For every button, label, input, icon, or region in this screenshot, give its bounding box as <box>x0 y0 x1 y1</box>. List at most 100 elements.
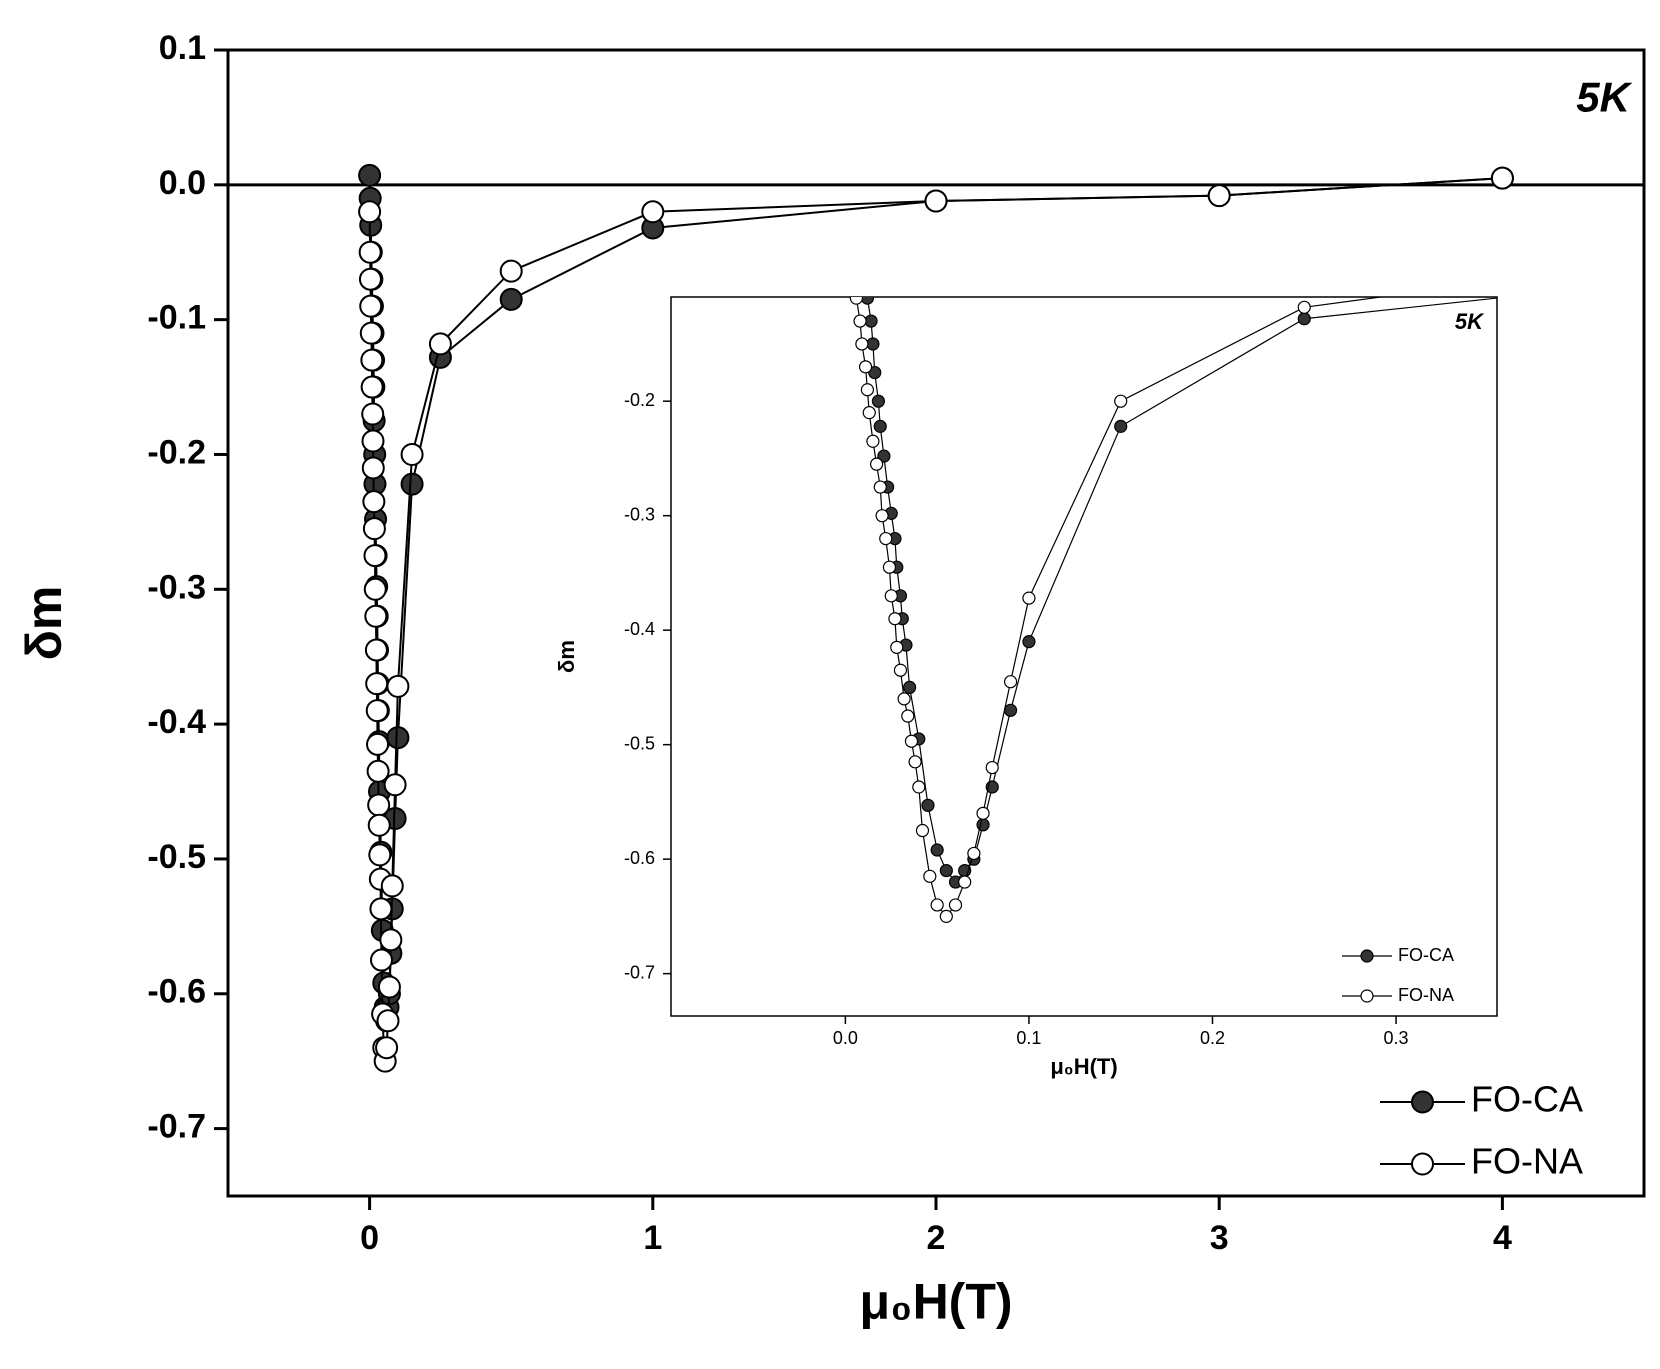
y-tick-label: -0.7 <box>624 962 655 982</box>
data-point <box>924 189 948 213</box>
data-point <box>860 383 875 397</box>
data-point <box>376 1009 400 1033</box>
data-point <box>1022 591 1036 605</box>
legend-label: FO-NA <box>1471 1141 1583 1182</box>
data-point <box>361 456 385 480</box>
data-point <box>366 732 390 756</box>
data-point <box>976 806 990 820</box>
data-point <box>915 823 930 838</box>
data-point <box>939 863 953 878</box>
annotation: 5K <box>1576 73 1632 120</box>
legend-marker <box>1360 989 1374 1003</box>
y-tick-label: -0.6 <box>147 973 206 1011</box>
data-point <box>904 734 919 748</box>
y-tick-label: -0.2 <box>624 390 655 410</box>
data-point <box>882 560 897 574</box>
legend-marker <box>1411 1090 1434 1114</box>
data-point <box>379 928 403 952</box>
data-point <box>368 843 392 867</box>
data-point <box>873 419 887 433</box>
data-point <box>364 604 388 628</box>
data-point <box>358 267 382 291</box>
y-tick-label: -0.4 <box>147 703 206 741</box>
data-point <box>362 517 386 541</box>
data-point <box>367 793 391 817</box>
data-point <box>884 589 898 603</box>
data-point <box>967 846 981 861</box>
x-tick-label: 0.2 <box>1200 1028 1225 1048</box>
y-axis-title: δm <box>16 586 72 661</box>
data-point <box>853 314 867 328</box>
data-point <box>362 490 386 514</box>
data-point <box>358 240 382 264</box>
x-tick-label: 1 <box>643 1219 662 1257</box>
data-point <box>875 509 889 523</box>
data-point <box>360 348 384 372</box>
data-point <box>893 663 908 677</box>
y-tick-label: -0.4 <box>624 619 655 639</box>
x-tick-label: 3 <box>1210 1219 1229 1257</box>
data-point <box>871 394 886 408</box>
y-tick-label: -0.7 <box>147 1108 206 1146</box>
data-point <box>365 672 389 696</box>
x-tick-label: 0 <box>360 1219 379 1257</box>
data-point <box>369 897 393 921</box>
data-point <box>923 869 937 883</box>
data-point <box>897 692 911 706</box>
plot-frame <box>670 296 1498 1017</box>
y-tick-label: -0.3 <box>147 568 206 606</box>
annotation: 5K <box>1455 309 1485 334</box>
data-point <box>860 297 875 305</box>
data-point <box>985 760 999 775</box>
y-tick-label: -0.3 <box>624 504 655 524</box>
data-point <box>976 818 990 832</box>
data-point <box>879 531 893 546</box>
legend-label: FO-CA <box>1471 1079 1583 1120</box>
data-point <box>386 674 410 698</box>
data-point <box>363 577 387 601</box>
data-point <box>400 472 424 496</box>
data-point <box>1003 675 1018 689</box>
data-point <box>903 680 917 695</box>
data-point <box>866 337 880 351</box>
x-tick-label: 4 <box>1493 1219 1512 1257</box>
data-point <box>377 975 401 999</box>
data-point <box>386 726 410 750</box>
data-point <box>1003 703 1018 717</box>
data-point <box>358 163 382 187</box>
data-point <box>1022 635 1036 649</box>
inset-background <box>671 297 1497 1016</box>
data-point <box>901 709 915 723</box>
data-point <box>930 898 944 912</box>
data-point <box>641 200 665 224</box>
data-point <box>367 813 391 837</box>
data-point <box>380 874 404 898</box>
legend-marker <box>1360 949 1374 963</box>
data-point <box>364 638 388 662</box>
data-point <box>359 294 383 318</box>
y-tick-label: -0.5 <box>624 733 655 753</box>
x-tick-label: 0.1 <box>1016 1028 1041 1048</box>
legend-marker <box>1411 1152 1434 1176</box>
data-point <box>499 259 523 283</box>
data-point <box>864 314 878 328</box>
data-point <box>858 360 873 374</box>
data-point <box>361 429 385 453</box>
data-point <box>948 898 963 912</box>
data-point <box>400 442 424 466</box>
data-point <box>912 780 926 794</box>
data-point <box>360 375 384 399</box>
y-tick-label: -0.1 <box>147 299 206 337</box>
data-point <box>888 612 902 626</box>
data-point <box>369 948 393 972</box>
data-point <box>383 773 407 797</box>
data-point <box>1490 166 1514 190</box>
data-point <box>428 332 452 356</box>
data-point <box>939 909 953 923</box>
data-point <box>361 402 385 426</box>
y-tick-label: -0.5 <box>147 838 206 876</box>
data-point <box>930 843 944 857</box>
x-axis-title: μ₀H(T) <box>1050 1054 1117 1079</box>
data-point <box>849 297 863 305</box>
